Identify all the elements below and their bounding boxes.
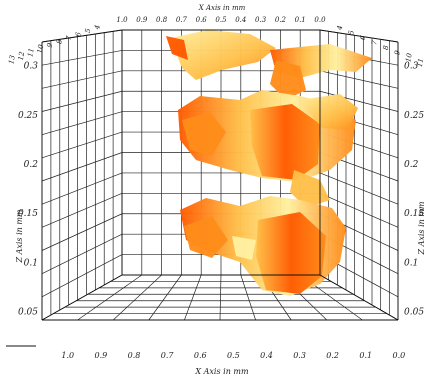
surface-patch xyxy=(182,112,226,156)
y-tick-label-right: 10 xyxy=(404,52,414,63)
y-tick-label-left: 6 xyxy=(74,31,83,37)
surface-blobs xyxy=(166,30,372,296)
z-tick-label-left: 0.1 xyxy=(24,258,38,268)
right-wall-horizontal-line xyxy=(319,172,399,205)
left-wall-horizontal-line xyxy=(41,90,123,112)
floor-grid-x-line xyxy=(77,274,143,321)
axis-titles: X Axis in mm X Axis in mm Z Axis in mm Z Ax… xyxy=(15,4,426,376)
left-wall-horizontal-line xyxy=(41,111,123,136)
x-tick-label: 0.8 xyxy=(128,351,141,360)
left-wall-horizontal-line xyxy=(41,152,123,182)
z-tick-label-right: 0.15 xyxy=(404,209,424,219)
x-tick-label: 1.0 xyxy=(61,351,74,360)
left-wall-horizontal-line xyxy=(41,254,123,298)
x-tick-label-top: 0.1 xyxy=(295,16,306,24)
floor-grid-x-line xyxy=(112,274,162,321)
z-tick-label-right: 0.3 xyxy=(404,62,419,72)
grid-lines xyxy=(41,29,399,321)
floor-grid-x-line xyxy=(240,274,256,321)
left-wall-horizontal-line xyxy=(41,70,123,89)
left-wall-horizontal-line xyxy=(41,50,123,66)
x-tick-label: 0.1 xyxy=(359,351,372,360)
y-tick-label-right: 9 xyxy=(393,49,402,55)
y-tick-label-left: 12 xyxy=(17,50,27,61)
surface-patch xyxy=(300,94,358,130)
y-tick-label-right: 7 xyxy=(370,39,379,45)
surface-patch xyxy=(170,30,276,80)
z-tick-label-right: 0.2 xyxy=(404,160,419,170)
x-tick-label-top: 0.8 xyxy=(156,16,168,24)
y-tick-label-right: 11 xyxy=(416,58,425,68)
surface-patch xyxy=(250,104,320,180)
z-tick-label-right: 0.1 xyxy=(404,258,418,268)
left-wall-horizontal-line xyxy=(41,131,123,159)
x-tick-label: 0.0 xyxy=(393,351,406,360)
left-wall-horizontal-line xyxy=(41,193,123,228)
frame-edge xyxy=(41,274,123,321)
z-tick-label-right: 0.25 xyxy=(404,111,424,121)
y-tick-label-left: 8 xyxy=(55,38,64,44)
y-tick-label-right: 8 xyxy=(382,44,391,50)
x-axis-title: X Axis in mm xyxy=(194,367,249,376)
y-tick-label-left: 4 xyxy=(93,24,102,31)
x-tick-label: 0.7 xyxy=(161,351,175,360)
y-tick-label-left: 9 xyxy=(46,42,55,48)
box-frame xyxy=(6,29,399,347)
frame-edge xyxy=(41,29,123,43)
y-tick-label-left: 11 xyxy=(26,47,35,57)
z-axis-title-right: Z Axis in mm xyxy=(417,201,426,255)
y-tick-label-left: 7 xyxy=(65,35,74,41)
frame-edge xyxy=(319,274,399,321)
tick-labels: 1.0 0.9 0.8 0.7 0.6 0.5 0.4 0.3 0.2 0.1 0.0 1.0 0.9 0… xyxy=(7,16,425,360)
surface-patch xyxy=(256,212,326,294)
y-tick-label-right: 4 xyxy=(336,25,345,32)
floor-grid-x-line xyxy=(184,274,202,321)
z-tick-label-left: 0.2 xyxy=(24,160,39,170)
x-tick-label-top: 0.6 xyxy=(196,16,208,24)
left-wall-horizontal-line xyxy=(41,233,123,274)
z-tick-label-left: 0.05 xyxy=(18,308,38,318)
x-tick-label-top: 1.0 xyxy=(116,16,128,24)
x-axis-title-top: X Axis in mm xyxy=(198,4,246,12)
x-tick-label-top: 0.0 xyxy=(314,16,326,24)
x-tick-label-top: 0.9 xyxy=(136,16,148,24)
y-tick-label-right: 5 xyxy=(347,29,356,35)
surface-patch xyxy=(184,216,228,258)
z-tick-label-right: 0.05 xyxy=(404,308,424,318)
right-wall-horizontal-line xyxy=(319,193,399,228)
z-tick-label-left: 0.15 xyxy=(18,209,38,219)
y-tick-label-left: 13 xyxy=(7,54,17,65)
z-tick-label-left: 0.3 xyxy=(24,62,39,72)
x-tick-label-top: 0.3 xyxy=(255,16,267,24)
x-tick-label-top: 0.5 xyxy=(215,16,227,24)
y-tick-label-right: 6 xyxy=(359,34,368,40)
surface-patch xyxy=(166,36,188,60)
left-wall-horizontal-line xyxy=(41,213,123,251)
x-tick-label: 0.4 xyxy=(260,351,273,360)
right-wall-horizontal-line xyxy=(319,90,399,112)
y-tick-label-left: 5 xyxy=(84,27,93,33)
surface-patch xyxy=(270,60,306,100)
x-tick-label: 0.5 xyxy=(227,351,240,360)
z-tick-label-left: 0.25 xyxy=(18,111,38,121)
x-tick-label-top: 0.7 xyxy=(176,16,188,24)
floor-grid-x-line xyxy=(148,274,182,321)
z-axis-title-left: Z Axis in mm xyxy=(15,209,24,263)
surface-patch xyxy=(232,236,256,260)
y-tick-label-left: 10 xyxy=(36,43,46,54)
x-tick-label: 0.9 xyxy=(95,351,108,360)
floor-grid-x-line xyxy=(219,274,222,321)
x-tick-label-top: 0.4 xyxy=(235,16,246,24)
x-tick-label-top: 0.2 xyxy=(275,16,287,24)
x-tick-label: 0.2 xyxy=(326,351,339,360)
left-wall-horizontal-line xyxy=(41,172,123,205)
frame-edge xyxy=(319,29,399,43)
x-tick-label: 0.3 xyxy=(293,351,306,360)
right-wall-horizontal-line xyxy=(319,70,399,89)
x-tick-label: 0.6 xyxy=(194,351,207,360)
